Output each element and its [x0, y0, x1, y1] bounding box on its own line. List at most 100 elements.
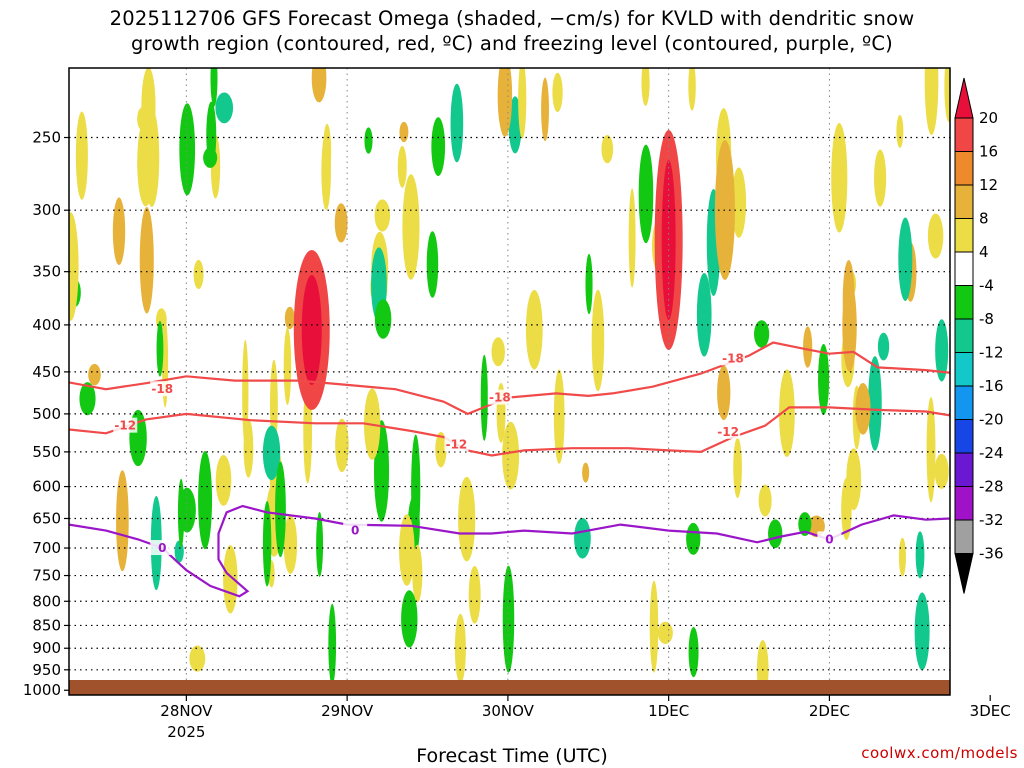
colorbar-bin	[954, 352, 974, 387]
omega-cell	[116, 470, 129, 572]
colorbar-bin	[954, 419, 974, 454]
omega-shading	[69, 68, 950, 695]
contour-label: 0	[351, 524, 359, 538]
omega-cell	[502, 421, 520, 490]
contour-label-bg	[343, 522, 368, 538]
contour-label-bg	[716, 423, 741, 439]
omega-cell	[638, 144, 654, 244]
y-tick-label: 350	[32, 263, 61, 281]
omega-cell	[262, 500, 272, 587]
x-tick-label: 30NOV	[482, 702, 535, 720]
colorbar-bin	[954, 151, 974, 186]
colorbar-label: -12	[979, 344, 1004, 362]
contour-label: 0	[825, 532, 833, 546]
omega-cell	[401, 590, 418, 648]
contour-label-bg	[113, 417, 138, 433]
omega-cell	[758, 484, 772, 517]
omega-cell	[450, 83, 464, 163]
y-tick-label: 850	[32, 616, 61, 634]
omega-cell	[591, 289, 605, 392]
omega-cell	[641, 68, 650, 106]
chart-title-line-2: growth region (contoured, red, ºC) and f…	[131, 32, 893, 55]
omega-cell	[649, 580, 659, 673]
colorbar-label: 8	[979, 210, 989, 228]
omega-cell	[262, 425, 281, 481]
omega-cell	[935, 319, 949, 382]
colorbar-label: 20	[979, 109, 998, 127]
colorbar-label: -4	[979, 277, 994, 295]
omega-cell	[412, 544, 423, 603]
omega-cell	[334, 203, 348, 243]
omega-cell	[311, 68, 327, 103]
omega-cell	[525, 289, 543, 370]
omega-cell	[915, 531, 925, 579]
contour-label-bg	[487, 389, 512, 405]
omega-cell	[69, 212, 79, 321]
omega-cell	[189, 645, 206, 672]
x-tick-label: 28NOV	[160, 702, 213, 720]
omega-cell	[480, 354, 488, 441]
y-axis: 250 300 350 400 450 500 550 600 650 700 750 800 850 9…	[23, 129, 69, 699]
colorbar-label: 16	[979, 143, 998, 161]
contour-label: -12	[446, 438, 468, 452]
y-tick-label: 450	[32, 363, 61, 381]
omega-cell	[364, 127, 373, 154]
omega-cell	[868, 356, 882, 451]
contour-label-bg	[150, 381, 175, 397]
omega-cell	[842, 260, 855, 340]
y-tick-label: 400	[32, 316, 61, 334]
colorbar-bin	[954, 452, 974, 487]
omega-cell	[210, 68, 218, 107]
omega-cell	[944, 68, 950, 122]
x-axis: 28NOV29NOV30NOV1DEC2DEC3DEC4DEC2025	[160, 695, 1011, 741]
colorbar-top-arrow	[954, 77, 974, 119]
omega-cell	[754, 320, 770, 348]
omega-cell	[284, 306, 295, 330]
omega-cell	[198, 450, 213, 550]
y-tick-label: 900	[32, 639, 61, 657]
colorbar-label: -32	[979, 511, 1004, 529]
contour-label: 0	[158, 541, 166, 555]
chart-title: 2025112706 GFS Forecast Omega (shaded, −…	[0, 6, 1024, 56]
omega-cell	[435, 431, 447, 468]
omega-cell	[458, 476, 476, 562]
omega-cell	[896, 114, 904, 148]
contour-label-bg	[150, 540, 175, 556]
omega-cell	[335, 418, 349, 473]
omega-cell	[215, 455, 232, 506]
contour-label-bg	[817, 531, 842, 547]
gridlines	[69, 68, 950, 695]
y-tick-label: 750	[32, 567, 61, 585]
omega-cell	[502, 565, 515, 673]
omega-cell	[328, 603, 337, 686]
omega-cell	[717, 365, 731, 421]
omega-cell	[144, 108, 160, 207]
colorbar-bin	[954, 117, 974, 152]
contour-freezing-level	[69, 504, 950, 598]
colorbar-bin	[954, 251, 974, 286]
omega-cell	[431, 117, 446, 176]
colorbar: 20 16 12 8 4 -4 -8 -12 -16 -20 -24 -28 -32 -36	[954, 77, 1004, 594]
colorbar-label: 4	[979, 243, 989, 261]
omega-cell	[657, 621, 673, 644]
credit-url: coolwx.com/models	[861, 744, 1018, 762]
omega-cell	[223, 545, 238, 614]
omega-cell	[927, 213, 944, 259]
contour-dgz-minus12	[69, 406, 950, 457]
omega-cell	[926, 397, 936, 503]
contour-label: -18	[489, 391, 511, 405]
omega-cell	[399, 121, 409, 143]
contour-dgz-minus18	[69, 341, 950, 416]
y-tick-label: 300	[32, 201, 61, 219]
omega-cell	[215, 92, 234, 124]
colorbar-bin	[954, 385, 974, 420]
contour-label: -18	[722, 351, 744, 365]
colorbar-bin	[954, 519, 974, 554]
omega-cell	[779, 369, 795, 457]
y-tick-label: 950	[32, 661, 61, 679]
omega-cell	[552, 72, 563, 113]
colorbar-label: -8	[979, 310, 994, 328]
omega-cell	[156, 320, 164, 377]
